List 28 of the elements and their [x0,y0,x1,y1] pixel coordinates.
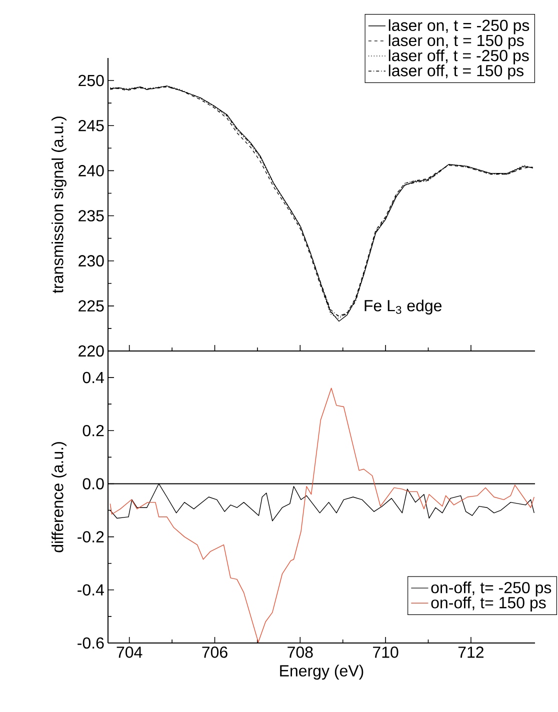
y-tick-label: 0.4 [82,372,104,384]
x-tick-label: 704 [116,646,142,658]
y-tick-label: -0.2 [78,531,104,542]
y-tick-label: 235 [78,210,104,222]
x-axis-title: Energy (eV) [280,664,364,680]
legend-label: laser on, t = -250 ps [388,19,530,34]
legend-label: on-off, t= 150 ps [431,596,546,612]
y-tick-label: 0.2 [82,424,104,436]
x-tick-label: 708 [288,646,313,658]
y-tick-label: -0.6 [78,637,104,649]
y-axis-title: transmission signal (a.u.) [52,116,66,294]
y-tick-label: 245 [78,120,104,132]
y-tick-label: 240 [78,165,104,176]
y-tick-label: 230 [78,255,104,267]
x-tick-label: 706 [202,646,228,658]
y-tick-label: 0.0 [82,478,104,490]
y-tick-label: 220 [78,345,104,357]
y-tick-label: 225 [78,300,104,312]
legend-label: on-off, t= -250 ps [431,582,552,596]
annotation: Fe L$_{3}$ edge [364,300,442,315]
legend-label: laser off, t = -250 ps [388,49,529,64]
y-axis-title: difference (a.u.) [52,442,66,552]
x-tick-label: 710 [373,646,398,658]
legend-label: laser off, t = 150 ps [388,64,524,80]
legend-label: laser on, t = 150 ps [388,34,524,50]
x-tick-label: 712 [458,646,484,658]
y-tick-label: 250 [78,74,104,86]
y-tick-label: -0.4 [78,584,104,596]
